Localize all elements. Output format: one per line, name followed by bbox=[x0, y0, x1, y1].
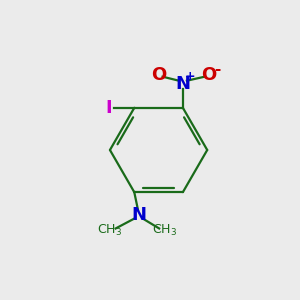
Text: N: N bbox=[131, 206, 146, 224]
Text: -: - bbox=[214, 62, 220, 77]
Text: CH$_3$: CH$_3$ bbox=[152, 223, 177, 238]
Text: CH$_3$: CH$_3$ bbox=[98, 223, 122, 238]
Text: O: O bbox=[151, 66, 166, 84]
Text: +: + bbox=[185, 70, 195, 83]
Text: I: I bbox=[105, 99, 112, 117]
Text: O: O bbox=[201, 66, 216, 84]
Text: N: N bbox=[176, 75, 190, 93]
